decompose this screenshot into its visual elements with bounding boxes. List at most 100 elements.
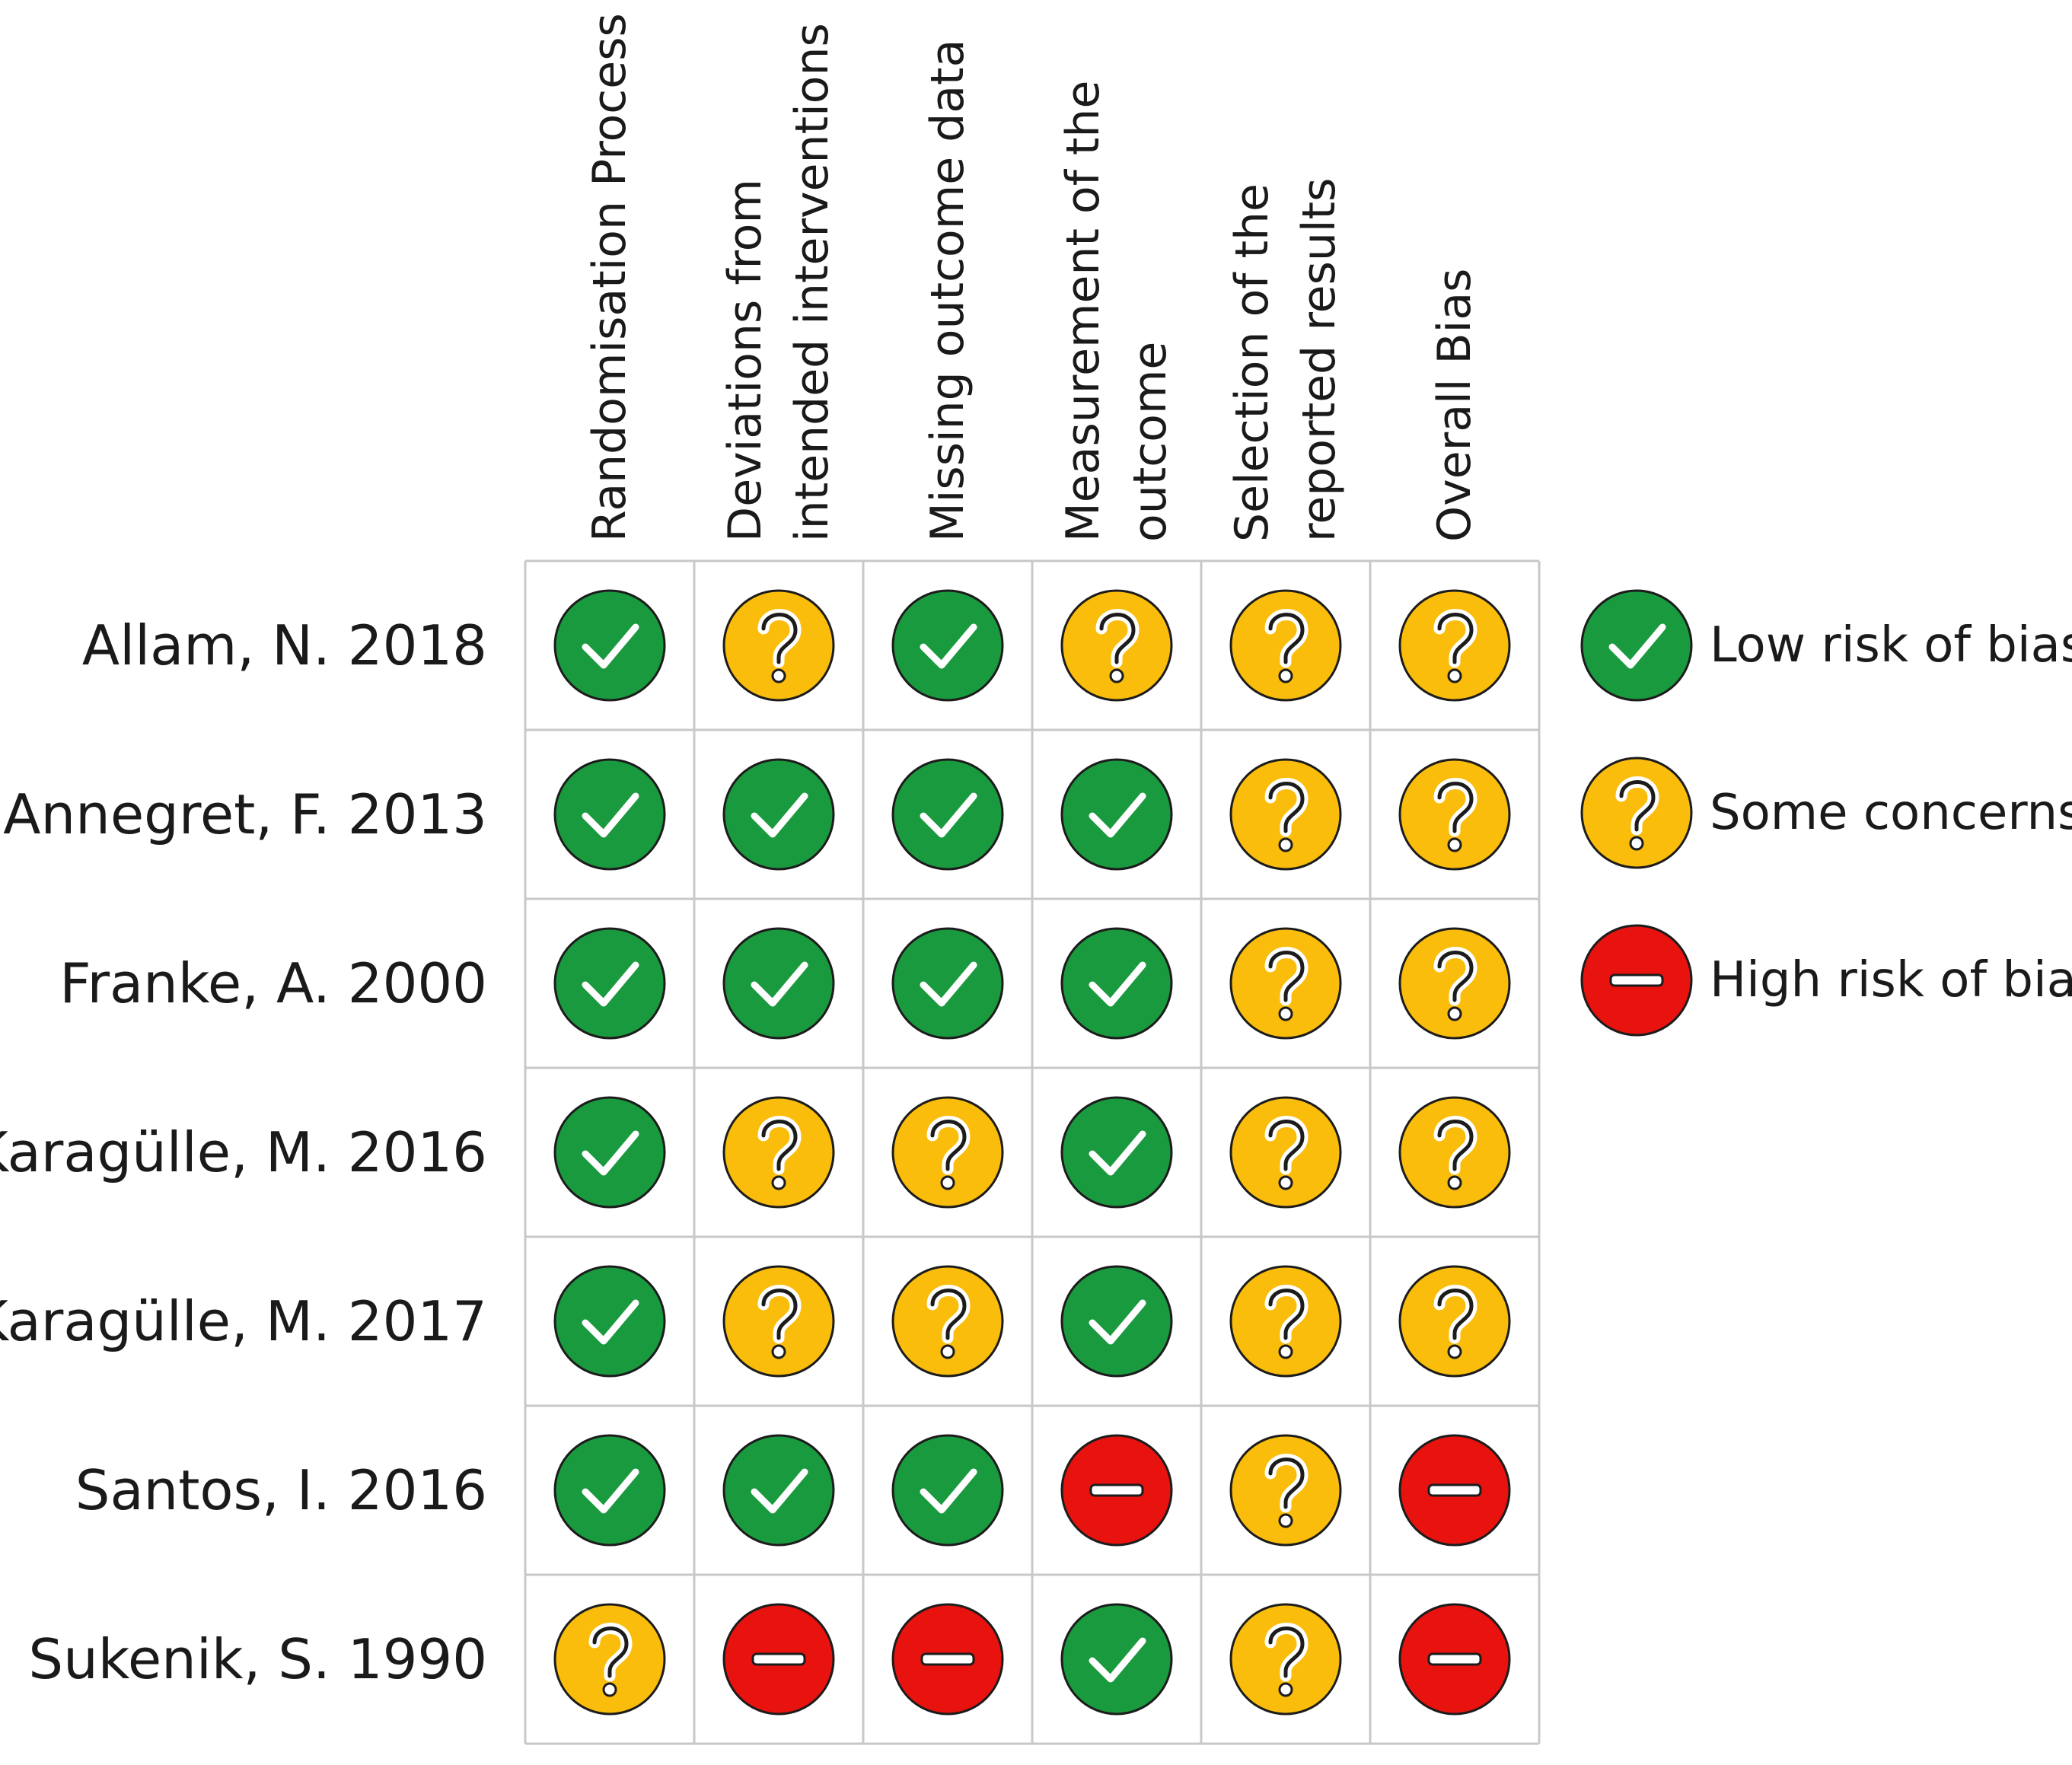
low-circle: [553, 927, 666, 1040]
question-mark-icon: [1619, 780, 1656, 832]
rating-some: [1229, 1265, 1342, 1378]
rating-low: [891, 1434, 1004, 1547]
domain-header-line: Randomisation Process: [583, 13, 636, 542]
legend-symbol-some: [1580, 757, 1693, 869]
rating-high: [891, 1603, 1004, 1716]
question-mark-dot: [1109, 668, 1124, 683]
question-mark-icon: [1099, 613, 1136, 664]
low-circle: [1060, 1096, 1173, 1209]
question-mark-icon: [1268, 613, 1305, 664]
rating-some: [1229, 1603, 1342, 1716]
rating-low: [553, 1434, 666, 1547]
check-icon: [751, 1468, 808, 1514]
question-mark-icon: [1268, 782, 1305, 833]
rating-low: [891, 589, 1004, 702]
check-icon: [920, 792, 977, 838]
rating-some: [1229, 758, 1342, 871]
low-circle: [891, 758, 1004, 871]
rating-some: [1229, 927, 1342, 1040]
minus-icon: [1089, 1483, 1144, 1497]
question-mark-dot: [1278, 668, 1293, 683]
legend-label: High risk of bias: [1710, 952, 2072, 1008]
domain-header-line: reported results: [1293, 177, 1346, 542]
rating-low: [553, 1096, 666, 1209]
question-mark-dot: [1447, 837, 1462, 852]
question-mark-dot: [1447, 1175, 1462, 1190]
low-circle: [553, 1096, 666, 1209]
minus-icon: [1427, 1652, 1482, 1666]
question-mark-icon: [592, 1626, 629, 1678]
legend-symbol-high: [1580, 924, 1693, 1037]
check-icon: [1608, 623, 1666, 669]
check-icon: [582, 1130, 639, 1176]
check-icon: [582, 623, 639, 669]
rating-some: [1398, 1265, 1511, 1378]
rating-low: [553, 927, 666, 1040]
low-circle: [1060, 1603, 1173, 1716]
minus-icon: [920, 1652, 975, 1666]
study-label: Sukenik, S. 1990: [28, 1627, 487, 1691]
low-circle: [722, 1434, 835, 1547]
domain-header: Deviations from intended interventions: [712, 23, 846, 542]
domain-header-line: Overall Bias: [1428, 268, 1481, 542]
rating-some: [891, 1096, 1004, 1209]
domain-header: Overall Bias: [1421, 269, 1488, 542]
check-icon: [582, 1468, 639, 1514]
minus-icon: [751, 1652, 806, 1666]
rating-some: [1060, 589, 1173, 702]
rating-low: [722, 1434, 835, 1547]
rating-some: [1398, 927, 1511, 1040]
question-mark-dot: [771, 1344, 786, 1359]
study-label: Annegret, F. 2013: [3, 782, 487, 846]
question-mark-icon: [1437, 1120, 1474, 1171]
low-circle: [891, 589, 1004, 702]
domain-header: Randomisation Process: [576, 13, 643, 542]
question-mark-dot: [771, 668, 786, 683]
question-mark-icon: [1268, 1626, 1305, 1678]
low-circle: [553, 1434, 666, 1547]
check-icon: [920, 961, 977, 1007]
minus-icon: [1427, 1483, 1482, 1497]
question-mark-icon: [1437, 613, 1474, 664]
rating-low: [1060, 1265, 1173, 1378]
study-label: Franke, A. 2000: [59, 951, 487, 1015]
rating-low: [553, 758, 666, 871]
question-mark-dot: [1278, 837, 1293, 852]
rating-low: [722, 927, 835, 1040]
rating-some: [1398, 589, 1511, 702]
domain-header: Measurement of the outcome: [1050, 81, 1184, 542]
study-label: Santos, I. 2016: [75, 1458, 487, 1522]
rating-low: [1060, 927, 1173, 1040]
rating-low: [722, 758, 835, 871]
rating-some: [1229, 589, 1342, 702]
minus-icon: [1609, 973, 1664, 987]
question-mark-dot: [1278, 1006, 1293, 1021]
question-mark-icon: [1437, 782, 1474, 833]
domain-header: Missing outcome data: [914, 40, 981, 542]
question-mark-icon: [761, 1289, 798, 1340]
question-mark-icon: [1437, 1289, 1474, 1340]
domain-header-line: intended interventions: [786, 23, 839, 542]
rating-some: [1229, 1096, 1342, 1209]
rating-low: [1060, 1603, 1173, 1716]
low-circle: [1060, 1265, 1173, 1378]
check-icon: [1089, 792, 1146, 838]
study-label: Karagülle, M. 2016: [0, 1120, 487, 1184]
question-mark-dot: [1278, 1175, 1293, 1190]
rating-low: [891, 927, 1004, 1040]
question-mark-dot: [940, 1344, 955, 1359]
rating-high: [1398, 1603, 1511, 1716]
check-icon: [1089, 1299, 1146, 1345]
check-icon: [582, 961, 639, 1007]
question-mark-icon: [761, 1120, 798, 1171]
question-mark-dot: [602, 1682, 617, 1697]
rating-low: [891, 758, 1004, 871]
low-circle: [891, 1434, 1004, 1547]
question-mark-icon: [930, 1120, 967, 1171]
low-circle: [1580, 589, 1693, 702]
study-label: Allam, N. 2018: [81, 613, 487, 677]
rating-some: [722, 1265, 835, 1378]
low-circle: [722, 758, 835, 871]
check-icon: [582, 792, 639, 838]
